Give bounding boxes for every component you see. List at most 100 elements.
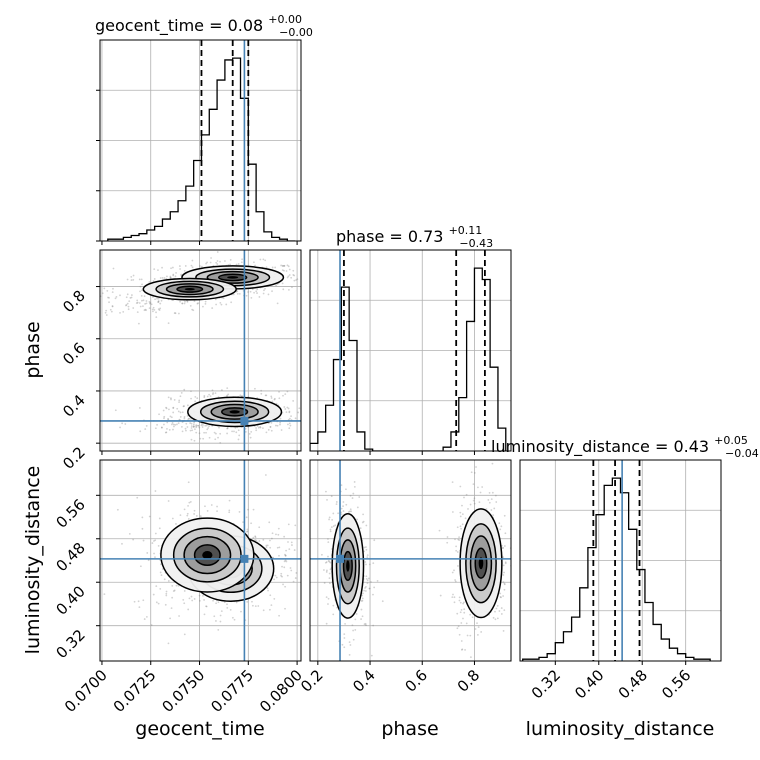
sample-point xyxy=(351,497,354,499)
sample-point xyxy=(337,512,340,515)
sample-point xyxy=(193,509,196,512)
sample-point xyxy=(195,515,198,517)
sample-point xyxy=(513,554,515,556)
sample-point xyxy=(159,587,162,590)
sample-point xyxy=(275,576,278,579)
sample-point xyxy=(173,399,176,401)
sample-point xyxy=(458,633,461,636)
sample-point xyxy=(490,498,493,501)
sample-point xyxy=(220,389,223,391)
sample-point xyxy=(459,525,462,528)
sample-point xyxy=(183,602,186,605)
sample-point xyxy=(179,514,182,517)
sample-point xyxy=(269,425,272,428)
sample-point xyxy=(334,524,337,527)
sample-point xyxy=(137,600,140,603)
sample-point xyxy=(293,549,296,551)
sample-point xyxy=(451,596,454,599)
sample-point xyxy=(288,268,291,271)
sample-point xyxy=(132,538,135,541)
sample-point xyxy=(285,270,288,272)
sample-point xyxy=(190,427,193,429)
sample-point xyxy=(283,269,285,272)
sample-point xyxy=(196,397,199,400)
sample-point xyxy=(255,427,257,429)
sample-point xyxy=(135,302,138,304)
sample-point xyxy=(177,422,180,425)
sample-point xyxy=(259,426,262,429)
sample-point xyxy=(500,607,503,609)
sample-point xyxy=(160,299,163,302)
sample-point xyxy=(265,544,268,547)
sample-point xyxy=(155,316,158,319)
sample-point xyxy=(359,527,362,530)
sample-point xyxy=(515,531,517,533)
sample-point xyxy=(172,590,175,592)
sample-point xyxy=(340,507,343,510)
sample-point xyxy=(286,574,289,577)
scatter-panel-geocent_time_vs_luminosity_distance xyxy=(100,460,308,661)
sample-point xyxy=(194,400,197,403)
sample-point xyxy=(236,292,239,295)
sample-point xyxy=(154,490,157,492)
sample-point xyxy=(209,261,212,264)
sample-point xyxy=(187,518,190,520)
sample-point xyxy=(189,422,192,424)
sample-point xyxy=(228,499,231,502)
sample-point xyxy=(191,599,194,602)
sample-point xyxy=(246,600,249,603)
sample-point xyxy=(465,622,468,625)
xlabel-phase: phase xyxy=(381,718,438,740)
sample-point xyxy=(232,293,235,296)
x-tick-label: 0.40 xyxy=(571,666,607,702)
sample-point xyxy=(281,264,284,267)
sample-point xyxy=(182,405,185,408)
sample-point xyxy=(259,426,261,428)
sample-point xyxy=(286,390,289,393)
sample-point xyxy=(480,631,483,633)
sample-point xyxy=(142,539,145,542)
sample-point xyxy=(343,637,346,639)
x-tick-label: 0.56 xyxy=(658,666,694,702)
sample-point xyxy=(332,525,335,528)
sample-point xyxy=(192,309,195,312)
sample-point xyxy=(446,541,449,544)
sample-point xyxy=(130,275,133,278)
sample-point xyxy=(203,396,206,399)
sample-point xyxy=(213,431,216,434)
sample-point xyxy=(168,408,170,411)
sample-point xyxy=(306,577,308,579)
sample-point xyxy=(225,303,228,306)
sample-point xyxy=(206,428,209,431)
sample-point xyxy=(183,269,186,272)
sample-point xyxy=(332,604,335,607)
sample-point xyxy=(302,420,304,422)
sample-point xyxy=(276,546,279,549)
sample-point xyxy=(352,638,355,641)
sample-point xyxy=(202,424,204,426)
sample-point xyxy=(190,438,193,441)
sample-point xyxy=(180,273,183,276)
sample-point xyxy=(180,425,183,428)
sample-point xyxy=(138,606,141,609)
sample-point xyxy=(287,423,289,426)
sample-point xyxy=(61,295,63,297)
sample-point xyxy=(275,424,277,427)
axes-frame xyxy=(309,249,512,452)
sample-point xyxy=(183,388,186,391)
sample-point xyxy=(249,436,252,439)
y-tick-label: 0.48 xyxy=(52,539,88,575)
sample-point xyxy=(145,309,147,312)
sample-point xyxy=(269,426,272,428)
sample-point xyxy=(515,565,517,567)
sample-point xyxy=(188,417,191,420)
y-tick-label: 0.4 xyxy=(59,391,89,421)
sample-point xyxy=(239,394,242,397)
sample-point xyxy=(172,407,175,409)
sample-point xyxy=(327,603,329,605)
sample-point xyxy=(105,309,108,312)
sample-point xyxy=(457,565,459,567)
sample-point xyxy=(258,526,261,529)
sample-point xyxy=(457,538,460,541)
sample-point xyxy=(287,523,290,526)
